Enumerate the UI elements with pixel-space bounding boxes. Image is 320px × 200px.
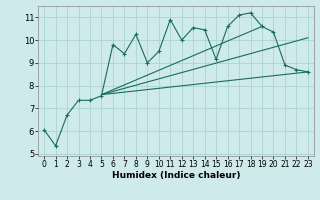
X-axis label: Humidex (Indice chaleur): Humidex (Indice chaleur) xyxy=(112,171,240,180)
